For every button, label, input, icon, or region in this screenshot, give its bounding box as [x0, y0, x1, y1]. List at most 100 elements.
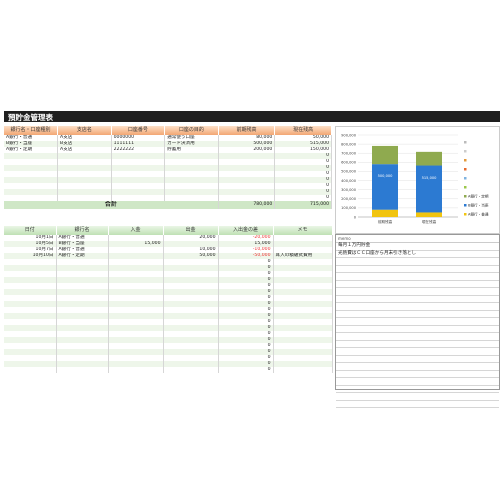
transaction-cell[interactable]: [163, 295, 219, 301]
transaction-cell[interactable]: [108, 331, 164, 337]
account-cell[interactable]: [4, 189, 59, 195]
account-cell[interactable]: [4, 159, 59, 165]
transaction-cell[interactable]: [163, 289, 219, 295]
account-cell[interactable]: [164, 183, 219, 189]
transaction-cell[interactable]: [273, 325, 333, 331]
memo-line[interactable]: [336, 348, 499, 356]
memo-line[interactable]: [336, 356, 499, 363]
memo-line[interactable]: [336, 311, 499, 318]
transaction-cell[interactable]: [56, 313, 109, 319]
transaction-cell[interactable]: [108, 235, 164, 241]
memo-line[interactable]: [336, 386, 499, 393]
memo-line[interactable]: [336, 363, 499, 371]
transaction-cell[interactable]: [273, 343, 333, 349]
transaction-cell[interactable]: 0: [218, 265, 274, 271]
transaction-cell[interactable]: [56, 337, 109, 343]
transaction-cell[interactable]: 10,000: [163, 247, 219, 253]
memo-line[interactable]: [336, 303, 499, 311]
transaction-cell[interactable]: [273, 301, 333, 307]
transaction-cell[interactable]: [163, 271, 219, 277]
account-cell[interactable]: [4, 153, 59, 159]
transaction-cell[interactable]: [273, 361, 333, 367]
transaction-cell[interactable]: 0: [218, 277, 274, 283]
transaction-cell[interactable]: [163, 331, 219, 337]
transaction-cell[interactable]: [163, 325, 219, 331]
memo-line[interactable]: [336, 401, 499, 408]
account-cell[interactable]: 150,000: [274, 147, 332, 153]
transaction-cell[interactable]: [108, 277, 164, 283]
account-cell[interactable]: [111, 195, 166, 201]
account-cell[interactable]: A支店: [57, 135, 112, 141]
transaction-cell[interactable]: [273, 313, 333, 319]
account-cell[interactable]: 500,000: [218, 141, 276, 147]
account-cell[interactable]: [218, 183, 276, 189]
account-cell[interactable]: [57, 177, 112, 183]
transaction-cell[interactable]: [4, 361, 57, 367]
account-cell[interactable]: 0: [274, 183, 332, 189]
account-cell[interactable]: 0000000: [111, 135, 166, 141]
transaction-cell[interactable]: A銀行・定期: [56, 253, 109, 259]
account-cell[interactable]: B支店: [57, 141, 112, 147]
transaction-cell[interactable]: [4, 277, 57, 283]
account-cell[interactable]: [218, 189, 276, 195]
account-cell[interactable]: 2222222: [111, 147, 166, 153]
account-cell[interactable]: 0: [274, 159, 332, 165]
transaction-cell[interactable]: [163, 277, 219, 283]
account-cell[interactable]: 貯蓄用: [164, 147, 219, 153]
transaction-cell[interactable]: [4, 259, 57, 265]
transaction-cell[interactable]: [163, 313, 219, 319]
transaction-cell[interactable]: [56, 277, 109, 283]
transaction-cell[interactable]: [4, 295, 57, 301]
transaction-cell[interactable]: [273, 265, 333, 271]
account-cell[interactable]: [57, 171, 112, 177]
transaction-cell[interactable]: 10月1日: [4, 235, 57, 241]
transaction-cell[interactable]: [273, 355, 333, 361]
transaction-cell[interactable]: [273, 271, 333, 277]
transaction-cell[interactable]: [273, 289, 333, 295]
transaction-cell[interactable]: [273, 283, 333, 289]
account-cell[interactable]: [164, 159, 219, 165]
transaction-cell[interactable]: 0: [218, 331, 274, 337]
account-cell[interactable]: [164, 195, 219, 201]
account-cell[interactable]: B銀行・当座: [4, 141, 59, 147]
transaction-cell[interactable]: [4, 331, 57, 337]
account-cell[interactable]: [111, 159, 166, 165]
account-cell[interactable]: [218, 195, 276, 201]
transaction-cell[interactable]: [4, 337, 57, 343]
transaction-cell[interactable]: [4, 343, 57, 349]
transaction-cell[interactable]: 0: [218, 301, 274, 307]
transaction-cell[interactable]: 0: [218, 259, 274, 265]
transaction-cell[interactable]: [273, 319, 333, 325]
transaction-cell[interactable]: [56, 283, 109, 289]
transaction-cell[interactable]: [108, 313, 164, 319]
transaction-cell[interactable]: 10月5日: [4, 241, 57, 247]
transaction-cell[interactable]: 10月7日: [4, 247, 57, 253]
transaction-cell[interactable]: -20,000: [218, 235, 274, 241]
transaction-cell[interactable]: [108, 325, 164, 331]
transaction-cell[interactable]: [108, 289, 164, 295]
transaction-cell[interactable]: [163, 319, 219, 325]
transaction-cell[interactable]: [56, 367, 109, 373]
transaction-cell[interactable]: 15,000: [218, 241, 274, 247]
transaction-cell[interactable]: [56, 331, 109, 337]
transaction-cell[interactable]: [163, 283, 219, 289]
account-cell[interactable]: 80,000: [218, 135, 276, 141]
memo-panel[interactable]: memo 毎月１万円貯金 光熱費はＣＣ口座から月末引き落とし: [335, 234, 500, 408]
transaction-cell[interactable]: [56, 307, 109, 313]
transaction-cell[interactable]: [273, 307, 333, 313]
transaction-cell[interactable]: [273, 277, 333, 283]
transaction-cell[interactable]: [108, 349, 164, 355]
transaction-cell[interactable]: [163, 349, 219, 355]
account-cell[interactable]: [164, 165, 219, 171]
account-cell[interactable]: [57, 159, 112, 165]
transaction-cell[interactable]: [108, 337, 164, 343]
transaction-cell[interactable]: [56, 301, 109, 307]
transaction-cell[interactable]: 15,000: [108, 241, 164, 247]
transaction-cell[interactable]: 10月10日: [4, 253, 57, 259]
transaction-cell[interactable]: [4, 271, 57, 277]
transaction-cell[interactable]: [4, 349, 57, 355]
memo-line[interactable]: [336, 371, 499, 378]
transaction-cell[interactable]: [108, 307, 164, 313]
transaction-cell[interactable]: 0: [218, 361, 274, 367]
memo-line[interactable]: [336, 296, 499, 303]
